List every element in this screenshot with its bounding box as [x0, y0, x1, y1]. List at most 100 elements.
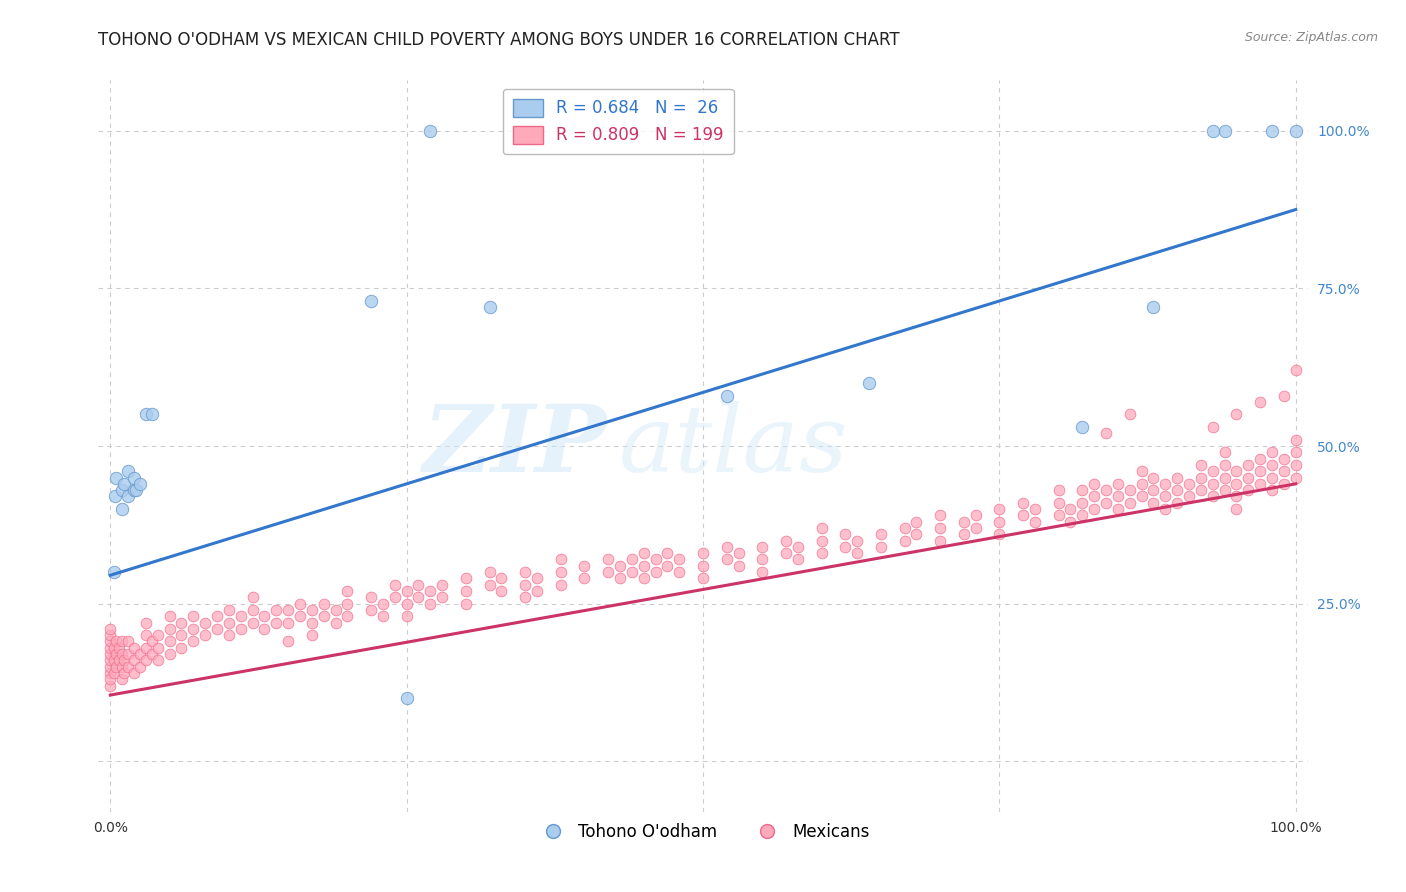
Point — [1012, 496, 1035, 510]
Point — [1189, 470, 1212, 484]
Point — [98, 622, 121, 636]
Point — [129, 659, 152, 673]
Point — [1202, 124, 1225, 138]
Point — [122, 665, 145, 680]
Point — [181, 609, 204, 624]
Point — [408, 578, 430, 592]
Point — [905, 515, 928, 529]
Point — [1024, 515, 1046, 529]
Point — [301, 603, 323, 617]
Point — [786, 552, 808, 566]
Point — [834, 540, 856, 554]
Point — [114, 653, 136, 667]
Point — [218, 628, 240, 642]
Point — [1119, 408, 1142, 422]
Point — [1142, 300, 1164, 314]
Point — [103, 653, 125, 667]
Point — [1202, 464, 1225, 478]
Point — [360, 293, 382, 308]
Point — [1261, 458, 1284, 472]
Point — [1107, 490, 1129, 504]
Point — [1142, 470, 1164, 484]
Point — [550, 578, 572, 592]
Point — [834, 527, 856, 541]
Point — [846, 546, 869, 560]
Point — [454, 597, 477, 611]
Point — [1107, 502, 1129, 516]
Point — [1285, 124, 1308, 138]
Point — [141, 647, 163, 661]
Point — [526, 584, 548, 599]
Point — [111, 673, 134, 687]
Point — [98, 665, 121, 680]
Point — [229, 622, 252, 636]
Point — [325, 603, 347, 617]
Point — [111, 502, 134, 516]
Point — [1237, 458, 1260, 472]
Point — [893, 533, 915, 548]
Text: TOHONO O'ODHAM VS MEXICAN CHILD POVERTY AMONG BOYS UNDER 16 CORRELATION CHART: TOHONO O'ODHAM VS MEXICAN CHILD POVERTY … — [98, 31, 900, 49]
Point — [491, 584, 513, 599]
Point — [141, 634, 163, 648]
Point — [1130, 476, 1153, 491]
Point — [1261, 470, 1284, 484]
Point — [1142, 483, 1164, 497]
Point — [657, 546, 679, 560]
Point — [810, 533, 832, 548]
Point — [117, 634, 139, 648]
Point — [105, 647, 128, 661]
Point — [384, 591, 406, 605]
Point — [129, 476, 152, 491]
Point — [1107, 476, 1129, 491]
Point — [1166, 483, 1188, 497]
Point — [111, 483, 134, 497]
Point — [1047, 496, 1070, 510]
Point — [1237, 483, 1260, 497]
Point — [107, 653, 129, 667]
Point — [205, 609, 228, 624]
Point — [277, 603, 299, 617]
Point — [117, 490, 139, 504]
Point — [432, 578, 454, 592]
Point — [1189, 458, 1212, 472]
Point — [325, 615, 347, 630]
Point — [633, 558, 655, 573]
Point — [98, 634, 121, 648]
Point — [929, 521, 952, 535]
Point — [218, 615, 240, 630]
Point — [103, 665, 125, 680]
Point — [432, 591, 454, 605]
Point — [111, 647, 134, 661]
Point — [135, 653, 157, 667]
Point — [1272, 451, 1295, 466]
Point — [1285, 445, 1308, 459]
Point — [135, 640, 157, 655]
Point — [105, 659, 128, 673]
Point — [159, 622, 181, 636]
Point — [633, 546, 655, 560]
Point — [1095, 426, 1118, 441]
Point — [1178, 476, 1201, 491]
Point — [371, 597, 394, 611]
Point — [657, 558, 679, 573]
Point — [419, 584, 441, 599]
Point — [1213, 483, 1236, 497]
Point — [1095, 496, 1118, 510]
Point — [114, 476, 136, 491]
Point — [105, 470, 128, 484]
Point — [1119, 496, 1142, 510]
Point — [395, 597, 418, 611]
Point — [810, 521, 832, 535]
Point — [1213, 445, 1236, 459]
Point — [1130, 490, 1153, 504]
Point — [98, 640, 121, 655]
Point — [395, 609, 418, 624]
Point — [1213, 458, 1236, 472]
Point — [122, 640, 145, 655]
Legend: Tohono O'odham, Mexicans: Tohono O'odham, Mexicans — [530, 816, 876, 847]
Point — [869, 527, 891, 541]
Point — [253, 609, 276, 624]
Point — [301, 628, 323, 642]
Point — [181, 622, 204, 636]
Point — [125, 483, 148, 497]
